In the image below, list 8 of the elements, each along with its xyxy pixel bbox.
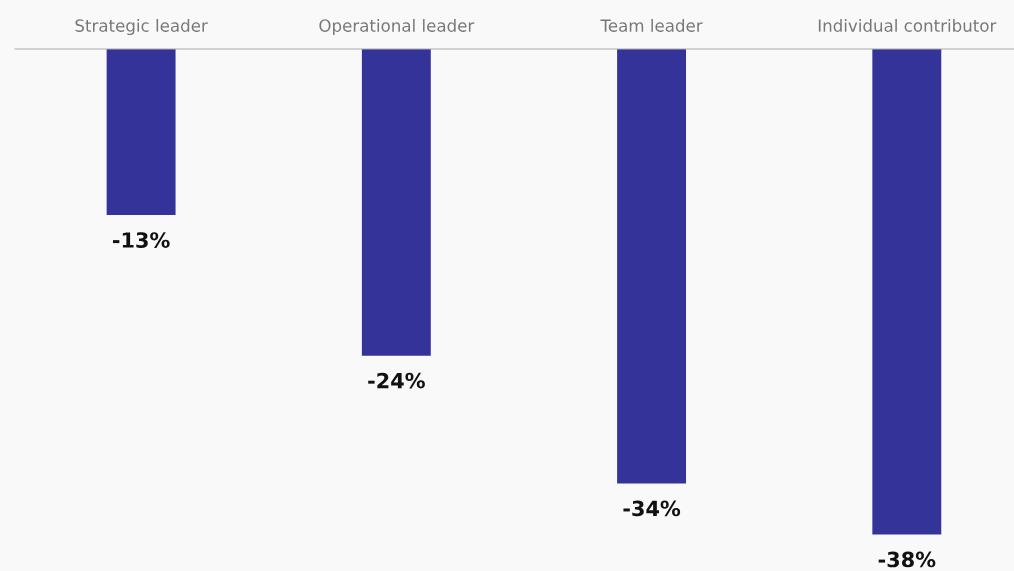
x-tick-label: Team leader: [600, 18, 703, 32]
data-label: -38%: [878, 551, 936, 568]
data-label: -24%: [368, 372, 425, 389]
data-label: -13%: [112, 232, 170, 248]
x-tick-label: Strategic leader: [75, 18, 208, 36]
x-tick-label: Operational leader: [319, 18, 475, 36]
x-tick-label: Individual contributor: [818, 18, 997, 32]
data-label: -34%: [623, 500, 681, 517]
